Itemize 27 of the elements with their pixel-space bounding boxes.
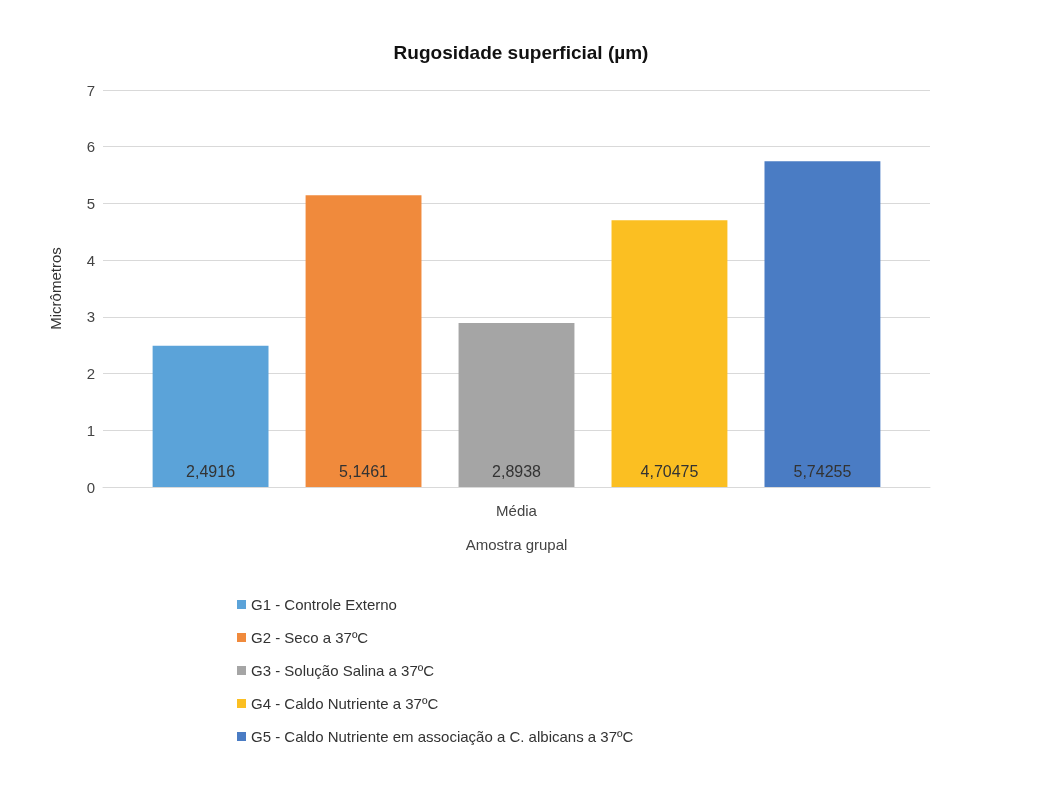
bar [764,161,881,487]
bar [152,345,269,487]
legend-label: G3 - Solução Salina a 37ºC [251,662,435,679]
y-tick-label: 2 [86,365,95,383]
x-axis-title: Amostra grupal [465,536,568,553]
data-label: 5,1461 [339,462,389,480]
bar [611,220,728,487]
bar [305,195,422,487]
y-axis-title: Micrômetros [47,247,64,330]
bar [458,322,575,487]
y-tick-label: 6 [86,138,95,156]
y-tick-label: 7 [86,81,95,99]
y-tick-label: 5 [86,194,95,212]
legend-label: G2 - Seco a 37ºC [251,629,369,646]
legend-label: G4 - Caldo Nutriente a 37ºC [251,695,439,712]
y-tick-label: 4 [86,251,95,269]
x-tick-label: Média [496,502,538,519]
chart-title: Rugosidade superficial (µm) [393,42,649,63]
legend-label: G5 - Caldo Nutriente em associação a C. albicans a 37ºC [251,728,634,745]
y-tick-label: 1 [86,421,95,439]
data-label: 2,4916 [186,462,236,480]
data-label: 4,70475 [640,462,699,480]
y-tick-label: 3 [86,308,95,326]
legend-label: G1 - Controle Externo [251,596,397,613]
y-tick-label: 0 [86,478,95,496]
data-label: 2,8938 [492,462,542,480]
data-label: 5,74255 [793,462,852,480]
